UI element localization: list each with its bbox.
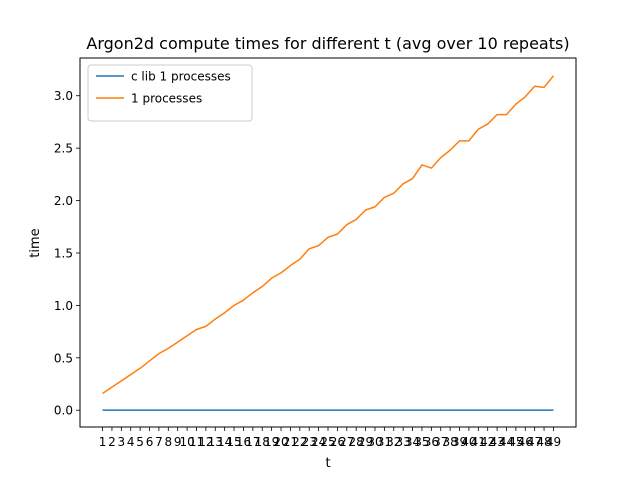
plot-area: 1 2 3 4 5 6 7 8 91011121314151617181920212223242… (54, 57, 577, 449)
x-tick-label: 7 (155, 435, 163, 449)
x-tick-label: 49 (546, 435, 561, 449)
y-tick-label: 2.5 (54, 142, 73, 156)
x-tick-label: 30 (367, 435, 382, 449)
x-tick-label: 10 (179, 435, 194, 449)
x-axis-label: t (325, 456, 330, 471)
x-tick-label: 11 (189, 435, 204, 449)
x-tick-label: 6 (146, 435, 154, 449)
plot-frame (79, 57, 577, 428)
x-tick-label: 34 (405, 435, 420, 449)
series-line-2 (102, 75, 555, 395)
x-tick-label: 4 (127, 435, 135, 449)
y-tick-label: 0.0 (54, 404, 73, 418)
x-tick-label: 18 (255, 435, 270, 449)
legend-label: c lib 1 processes (131, 70, 231, 84)
x-tick-label: 25 (320, 435, 335, 449)
x-tick-label: 36 (424, 435, 439, 449)
x-tick-label: 15 (226, 435, 241, 449)
x-tick-label: 5 (136, 435, 144, 449)
x-tick-label: 32 (386, 435, 401, 449)
x-tick-label: 44 (499, 435, 514, 449)
x-tick-label: 46 (518, 435, 533, 449)
x-tick-label: 8 (164, 435, 172, 449)
x-tick-label: 31 (377, 435, 392, 449)
x-tick-label: 26 (330, 435, 345, 449)
x-tick-label: 43 (489, 435, 504, 449)
x-tick-label: 22 (292, 435, 307, 449)
x-tick-label: 17 (245, 435, 260, 449)
legend-box (87, 64, 253, 122)
x-tick-label: 19 (264, 435, 279, 449)
x-tick-label: 3 (118, 435, 126, 449)
x-tick-label: 2 (108, 435, 116, 449)
x-tick-label: 16 (236, 435, 251, 449)
y-tick-label: 1.0 (54, 299, 73, 313)
x-tick-label: 37 (433, 435, 448, 449)
y-axis: 0.0 0.5 1.0 1.5 2.0 2.5 3.0 (54, 89, 80, 418)
x-tick-label: 39 (452, 435, 467, 449)
x-tick-label: 20 (273, 435, 288, 449)
x-tick-label: 45 (508, 435, 523, 449)
x-tick-label: 47 (527, 435, 542, 449)
series-layer (102, 75, 555, 411)
y-tick-label: 2.0 (54, 194, 73, 208)
y-tick-label: 3.0 (54, 89, 73, 103)
chart-title: Argon2d compute times for different t (a… (86, 34, 569, 53)
x-tick-label: 27 (339, 435, 354, 449)
x-tick-label: 35 (414, 435, 429, 449)
legend-label: 1 processes (131, 92, 202, 106)
x-tick-label: 1 (99, 435, 107, 449)
x-tick-label: 12 (198, 435, 213, 449)
x-tick-label: 21 (283, 435, 298, 449)
x-tick-label: 23 (302, 435, 317, 449)
legend: c lib 1 processes 1 processes (87, 64, 253, 122)
x-tick-label: 48 (536, 435, 551, 449)
x-tick-label: 29 (358, 435, 373, 449)
x-axis: 1 2 3 4 5 6 7 8 91011121314151617181920212223242… (99, 427, 561, 449)
x-tick-label: 13 (208, 435, 223, 449)
x-tick-label: 41 (471, 435, 486, 449)
y-tick-label: 0.5 (54, 351, 73, 365)
x-tick-label: 42 (480, 435, 495, 449)
y-axis-label: time (28, 228, 43, 257)
x-tick-label: 9 (174, 435, 182, 449)
y-tick-label: 1.5 (54, 246, 73, 260)
x-tick-label: 40 (461, 435, 476, 449)
x-tick-label: 28 (349, 435, 364, 449)
x-tick-label: 38 (442, 435, 457, 449)
x-tick-label: 33 (396, 435, 411, 449)
x-tick-label: 24 (311, 435, 326, 449)
x-tick-label: 14 (217, 435, 232, 449)
